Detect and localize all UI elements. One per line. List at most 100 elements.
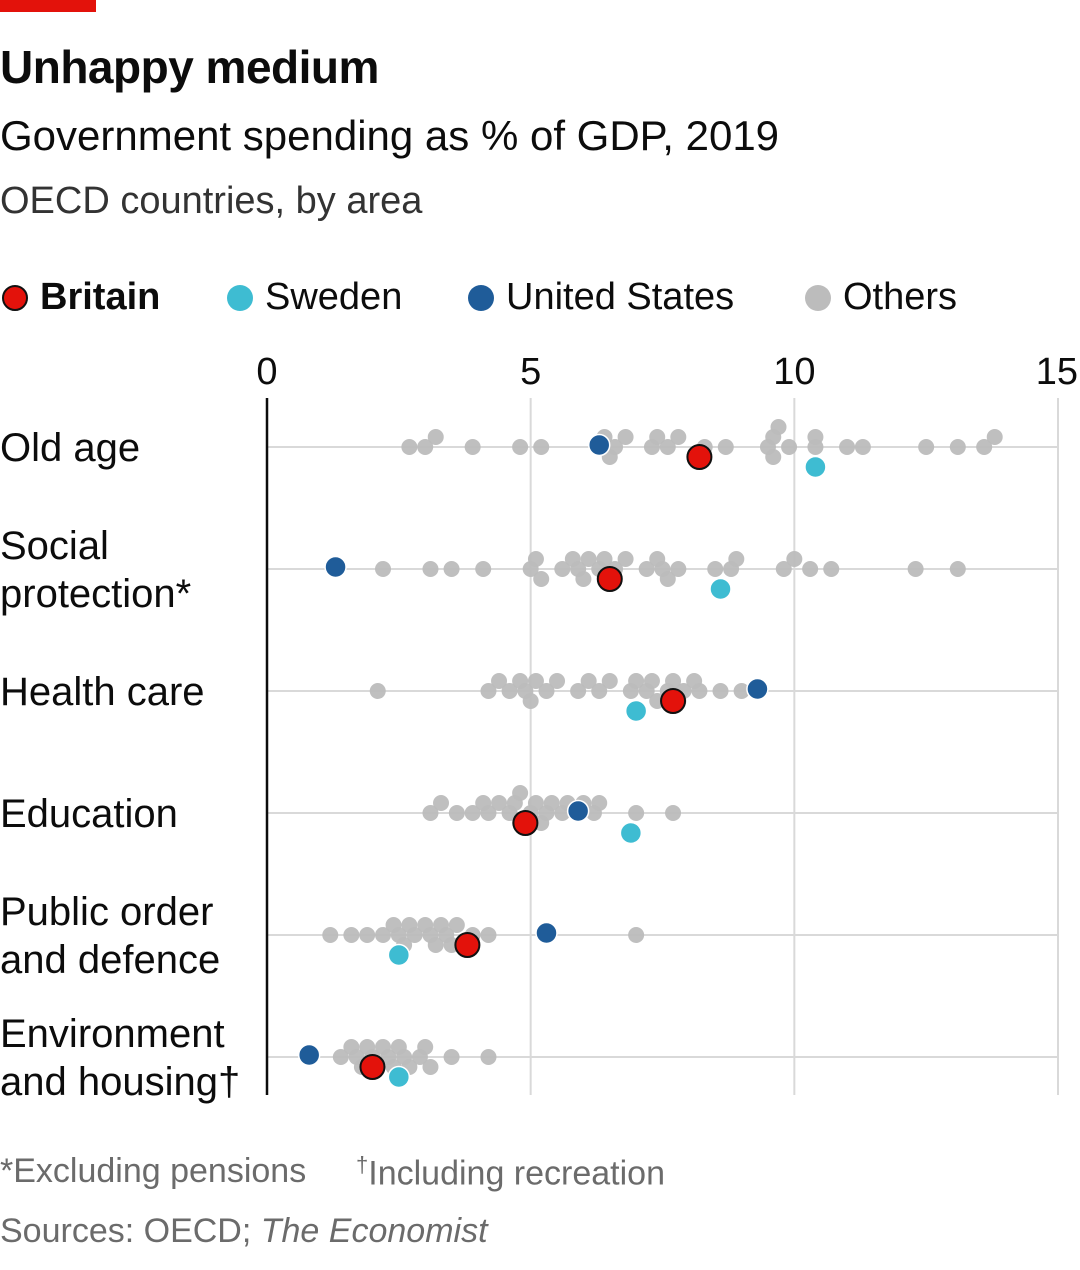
others-point <box>628 805 645 821</box>
others-point <box>443 561 460 577</box>
britain-dot-icon <box>2 284 28 311</box>
legend-item-britain: Britain <box>2 276 160 319</box>
footnote-recreation: †Including recreation <box>356 1152 665 1193</box>
sources-publication: The Economist <box>260 1212 488 1250</box>
others-point <box>433 795 450 811</box>
category-label: Health care <box>0 670 205 714</box>
others-point <box>527 795 544 811</box>
legend: Britain Sweden United States Others <box>0 276 1080 326</box>
others-point <box>322 927 339 943</box>
britain-point <box>359 1054 386 1080</box>
others-point <box>549 673 566 689</box>
others-point <box>823 561 840 577</box>
sweden-dot-icon <box>227 284 253 311</box>
others-point <box>533 439 550 455</box>
accent-bar <box>0 0 96 12</box>
others-point <box>332 1049 349 1065</box>
sweden-point <box>709 577 732 601</box>
others-point <box>375 927 392 943</box>
others-point <box>712 683 729 699</box>
category-label: Old age <box>0 426 140 470</box>
others-point <box>491 795 508 811</box>
others-point <box>422 1059 439 1075</box>
others-point <box>543 795 560 811</box>
others-point <box>464 805 481 821</box>
others-point <box>427 429 444 445</box>
others-point <box>770 419 787 435</box>
others-point <box>607 439 624 455</box>
others-point <box>707 561 724 577</box>
legend-label-others: Others <box>843 276 958 318</box>
us-point <box>746 677 769 701</box>
others-point <box>839 439 856 455</box>
us-point <box>297 1043 321 1067</box>
others-point <box>422 561 439 577</box>
others-point <box>533 571 550 587</box>
others-point <box>527 673 544 689</box>
others-point <box>527 551 544 567</box>
others-point <box>448 917 465 933</box>
others-point <box>949 561 966 577</box>
others-point <box>691 683 708 699</box>
britain-point <box>512 810 539 836</box>
us-dot-icon <box>468 284 494 311</box>
others-point <box>427 937 444 953</box>
others-point <box>638 561 655 577</box>
others-point <box>480 1049 497 1065</box>
others-point <box>918 439 935 455</box>
others-point <box>375 561 392 577</box>
others-point <box>802 561 819 577</box>
us-point <box>587 433 611 457</box>
others-point <box>512 439 529 455</box>
us-point <box>324 555 347 579</box>
others-point <box>417 439 434 455</box>
others-point <box>717 439 734 455</box>
others-point <box>617 429 634 445</box>
others-point <box>628 673 645 689</box>
others-point <box>580 551 597 567</box>
others-point <box>665 673 682 689</box>
others-point <box>591 795 608 811</box>
others-point <box>601 673 618 689</box>
others-point <box>480 805 497 821</box>
category-label: and defence <box>0 938 220 982</box>
others-point <box>617 551 634 567</box>
britain-point <box>660 688 687 714</box>
legend-item-others: Others <box>805 276 957 319</box>
others-point <box>670 429 687 445</box>
us-point <box>566 799 590 823</box>
others-point <box>480 683 497 699</box>
others-point <box>854 439 871 455</box>
others-point <box>643 673 660 689</box>
others-point <box>765 449 782 465</box>
others-point <box>659 439 676 455</box>
others-point <box>580 673 597 689</box>
others-point <box>775 561 792 577</box>
sources-prefix: Sources: OECD; <box>0 1212 261 1250</box>
others-point <box>464 439 481 455</box>
others-point <box>475 561 492 577</box>
others-point <box>422 805 439 821</box>
category-label: Social <box>0 524 109 568</box>
x-tick-label: 15 <box>1036 351 1078 393</box>
others-point <box>781 439 798 455</box>
others-point <box>907 561 924 577</box>
others-point <box>406 927 423 943</box>
britain-point <box>686 444 713 470</box>
others-point <box>554 561 571 577</box>
category-label: Education <box>0 792 178 836</box>
sweden-point <box>804 455 827 479</box>
others-point <box>986 429 1003 445</box>
legend-label-us: United States <box>506 276 735 318</box>
category-label: and housing† <box>0 1060 240 1104</box>
others-point <box>359 927 376 943</box>
britain-point <box>454 932 481 958</box>
others-point <box>733 683 750 699</box>
others-point <box>976 439 993 455</box>
others-point <box>501 683 518 699</box>
others-point <box>628 927 645 943</box>
x-tick-label: 5 <box>520 351 541 393</box>
others-point <box>369 683 386 699</box>
others-point <box>659 571 676 587</box>
footnote-recreation-text: Including recreation <box>368 1154 665 1193</box>
